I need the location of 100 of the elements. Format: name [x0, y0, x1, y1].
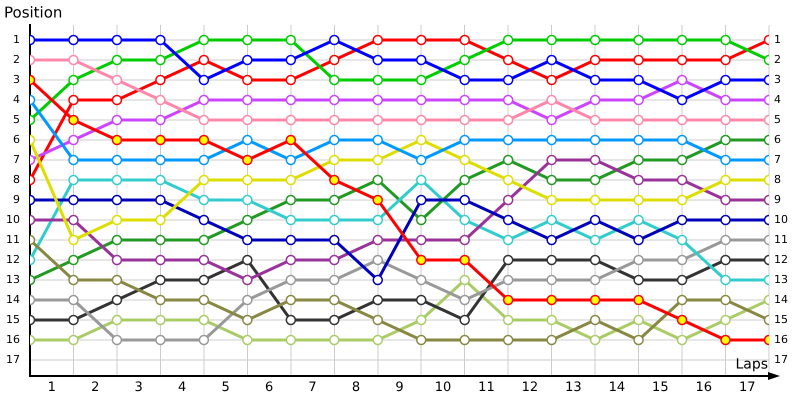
- point: [502, 214, 514, 226]
- point: [372, 294, 384, 306]
- point: [459, 194, 470, 206]
- y-tick-label: 13: [6, 272, 20, 286]
- point: [676, 74, 688, 86]
- point: [68, 254, 79, 266]
- point: [242, 234, 253, 246]
- y2-tick-label: 13: [774, 272, 788, 286]
- point: [329, 274, 340, 286]
- point: [286, 74, 296, 86]
- point: [68, 34, 79, 46]
- y2-tick-label: 9: [774, 192, 781, 206]
- point: [720, 234, 731, 246]
- point: [242, 34, 253, 46]
- y2-tick-label: 11: [774, 232, 788, 246]
- point: [155, 294, 166, 306]
- point: [155, 74, 166, 86]
- point: [155, 114, 166, 126]
- point: [198, 234, 210, 246]
- point: [720, 214, 731, 226]
- point: [502, 274, 514, 286]
- point: [112, 314, 122, 326]
- point: [112, 34, 122, 46]
- point: [416, 194, 426, 206]
- point: [633, 154, 644, 166]
- point: [720, 274, 731, 286]
- point: [155, 194, 166, 206]
- point: [329, 174, 340, 186]
- point: [286, 314, 296, 326]
- point: [720, 114, 731, 126]
- y2-tick-label: 3: [774, 72, 781, 86]
- point: [198, 194, 210, 206]
- point: [459, 54, 470, 66]
- point: [286, 294, 296, 306]
- point: [329, 94, 340, 106]
- point: [155, 94, 166, 106]
- y2-tick-label: 12: [774, 252, 788, 266]
- point: [242, 334, 253, 346]
- point: [590, 274, 600, 286]
- point: [502, 234, 514, 246]
- point: [416, 214, 426, 226]
- point: [242, 314, 253, 326]
- point: [286, 274, 296, 286]
- point: [590, 54, 600, 66]
- x-tick-label: 15: [652, 380, 669, 396]
- x-tick-label: 2: [91, 380, 100, 396]
- point: [198, 114, 210, 126]
- point: [198, 34, 210, 46]
- x-tick-label: 11: [478, 380, 495, 396]
- point: [459, 234, 470, 246]
- point: [590, 74, 600, 86]
- point: [720, 34, 731, 46]
- point: [242, 154, 253, 166]
- point: [633, 294, 644, 306]
- point: [155, 274, 166, 286]
- point: [502, 194, 514, 206]
- point: [546, 154, 557, 166]
- point: [198, 174, 210, 186]
- point: [720, 294, 731, 306]
- point: [546, 214, 557, 226]
- point: [416, 174, 426, 186]
- point: [68, 314, 79, 326]
- point: [416, 134, 426, 146]
- point: [590, 294, 600, 306]
- point: [372, 154, 384, 166]
- point: [155, 334, 166, 346]
- point: [372, 34, 384, 46]
- y2-tick-label: 10: [774, 212, 788, 226]
- point: [590, 114, 600, 126]
- point: [720, 174, 731, 186]
- point: [198, 94, 210, 106]
- point: [720, 134, 731, 146]
- point: [286, 114, 296, 126]
- point: [198, 334, 210, 346]
- point: [372, 254, 384, 266]
- point: [459, 254, 470, 266]
- point: [459, 114, 470, 126]
- x-tick-label: 17: [738, 380, 756, 396]
- point: [68, 154, 79, 166]
- point: [676, 154, 688, 166]
- point: [459, 314, 470, 326]
- point: [720, 194, 731, 206]
- y-tick-label: 17: [6, 352, 20, 366]
- point: [416, 54, 426, 66]
- point: [720, 254, 731, 266]
- point: [198, 254, 210, 266]
- point: [242, 214, 253, 226]
- point: [198, 274, 210, 286]
- point: [372, 54, 384, 66]
- point: [676, 194, 688, 206]
- point: [286, 214, 296, 226]
- point: [68, 54, 79, 66]
- point: [546, 234, 557, 246]
- point: [286, 134, 296, 146]
- point: [590, 94, 600, 106]
- point: [416, 334, 426, 346]
- point: [329, 234, 340, 246]
- point: [590, 134, 600, 146]
- point: [633, 214, 644, 226]
- point: [590, 34, 600, 46]
